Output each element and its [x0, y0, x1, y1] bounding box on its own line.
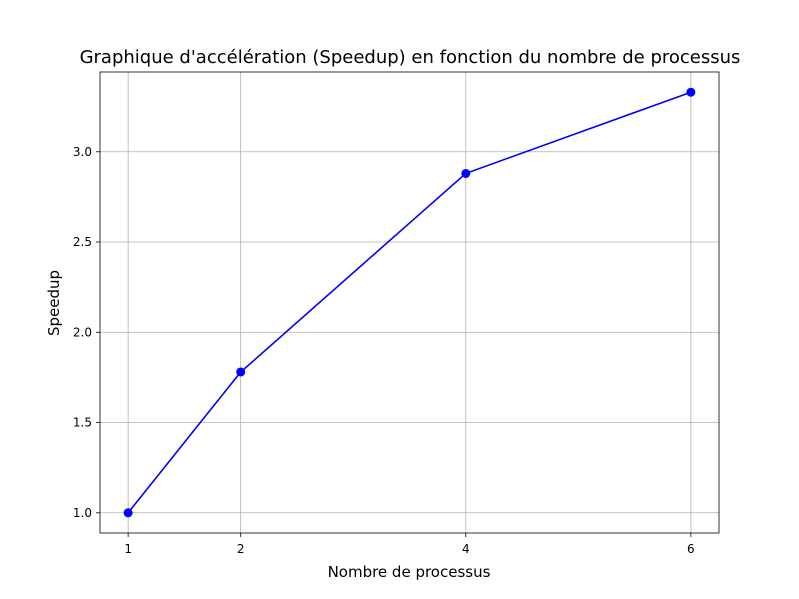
grid: [100, 72, 719, 533]
y-tick-label: 2.5: [73, 235, 92, 249]
data-point: [123, 508, 133, 518]
y-tick-label: 3.0: [73, 145, 92, 159]
series: [123, 87, 696, 518]
x-tick-label: 6: [687, 542, 695, 556]
plot-frame: [99, 71, 720, 534]
series-line: [127, 91, 692, 514]
data-point: [686, 87, 696, 97]
y-axis-label: Speedup: [45, 270, 63, 336]
x-tick-label: 2: [237, 542, 245, 556]
data-point: [236, 367, 246, 377]
y-tick-label: 1.0: [73, 506, 92, 520]
x-tick-label: 1: [124, 542, 132, 556]
chart-title: Graphique d'accélération (Speedup) en fo…: [80, 47, 741, 68]
y-tick-label: 2.0: [73, 325, 92, 339]
ticks: 1 2 4 6 1.0 1.5 2.0 2.5 3.0: [73, 145, 695, 556]
y-tick-label: 1.5: [73, 416, 92, 430]
x-axis-label: Nombre de processus: [328, 563, 491, 581]
x-tick-label: 4: [462, 542, 470, 556]
data-point: [461, 168, 471, 178]
